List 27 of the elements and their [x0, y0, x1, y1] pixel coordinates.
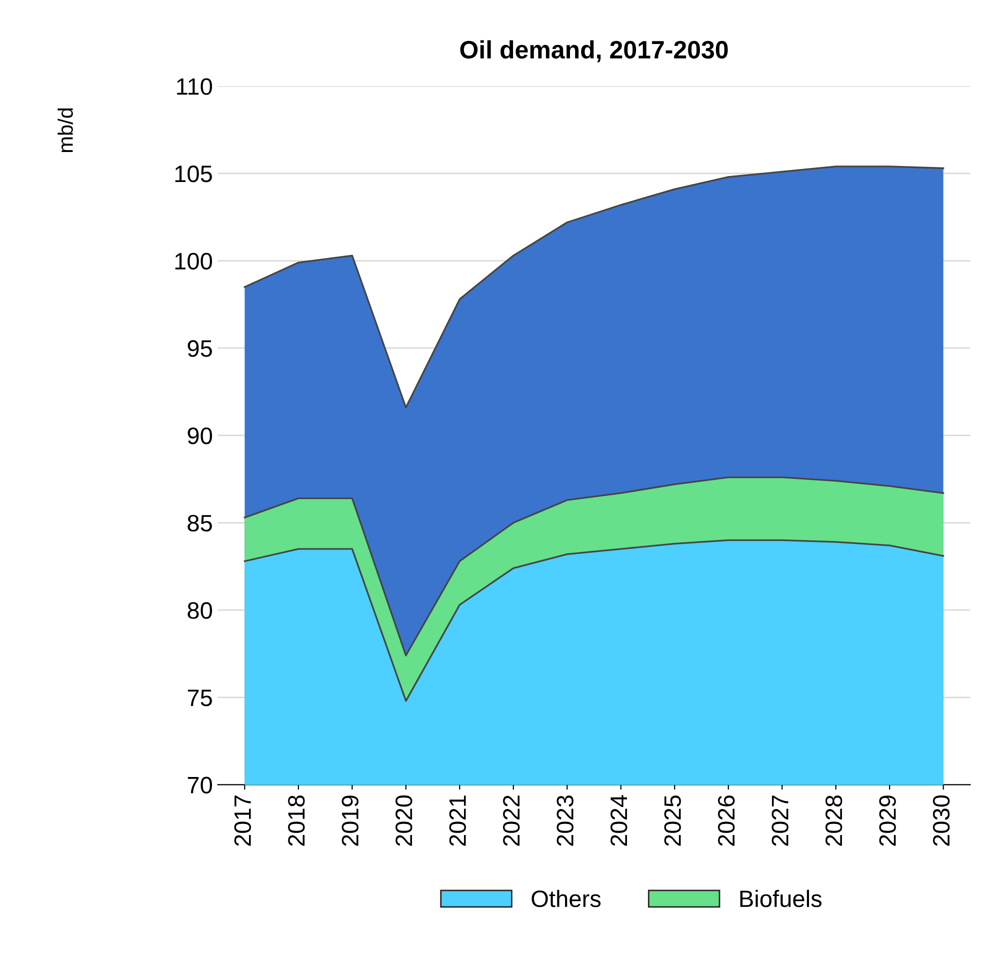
x-tick-label: 2020	[396, 795, 412, 846]
x-tick-label: 2017	[234, 796, 252, 846]
y-tick-label: 110	[177, 78, 212, 95]
y-tick-label: 95	[188, 340, 212, 357]
y-tick-label: 90	[188, 428, 212, 444]
x-tick-label: 2026	[718, 795, 735, 846]
x-tick-label: 2027	[772, 796, 788, 846]
y-tick-label: 105	[175, 166, 212, 182]
y-tick-label: 70	[188, 776, 212, 794]
legend-label: Biofuels	[740, 890, 822, 908]
x-tick-label: 2019	[342, 796, 358, 846]
x-tick-label: 2030	[932, 795, 950, 846]
y-tick-label: 80	[188, 602, 212, 619]
chart-title: Oil demand, 2017-2030	[460, 40, 728, 62]
x-tick-label: 2021	[449, 796, 466, 846]
y-axis-title: mb/d	[58, 108, 73, 152]
y-tick-label: 85	[188, 514, 212, 532]
legend-label: Others	[532, 890, 601, 908]
x-tick-label: 2024	[610, 795, 628, 846]
x-tick-label: 2023	[556, 795, 574, 846]
x-tick-label: 2018	[288, 795, 305, 846]
x-tick-label: 2025	[664, 795, 681, 846]
y-tick-label: 100	[175, 252, 212, 270]
x-tick-label: 2022	[503, 796, 520, 846]
y-tick-label: 75	[188, 690, 212, 706]
x-tick-label: 2028	[825, 795, 842, 846]
x-tick-label: 2029	[879, 796, 896, 846]
